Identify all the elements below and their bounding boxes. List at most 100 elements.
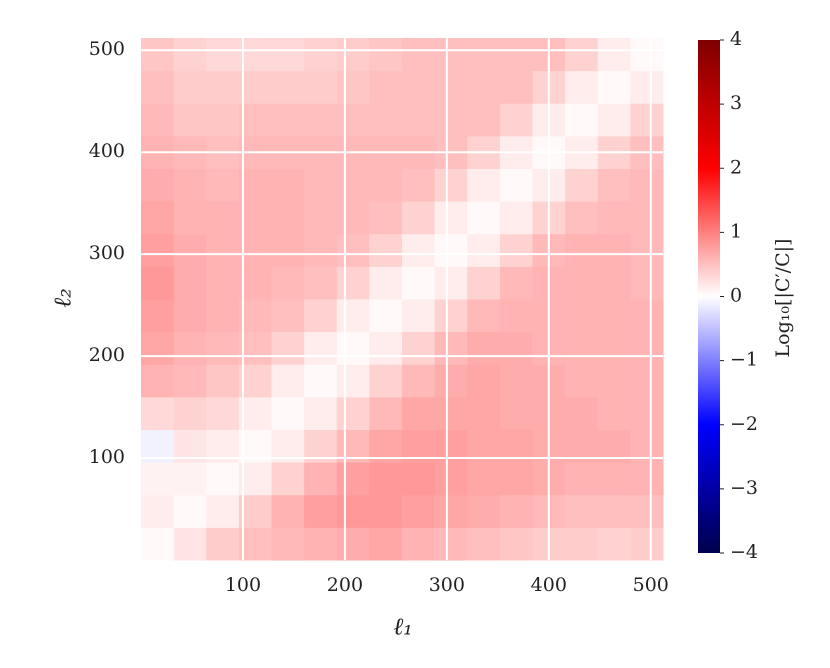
heatmap-cell <box>141 103 175 137</box>
heatmap-cell <box>141 168 175 202</box>
heatmap-cell <box>336 266 370 300</box>
heatmap-cell <box>271 364 305 398</box>
heatmap-cell <box>369 331 403 365</box>
heatmap-cell <box>630 70 664 104</box>
heatmap-cell <box>141 527 175 561</box>
heatmap-cell <box>271 266 305 300</box>
heatmap-cell <box>565 103 599 137</box>
heatmap-cell <box>630 38 664 72</box>
heatmap-cell <box>434 233 468 267</box>
heatmap-cell <box>565 396 599 430</box>
heatmap-cell <box>271 396 305 430</box>
heatmap-cell <box>630 527 664 561</box>
heatmap-cell <box>467 266 501 300</box>
heatmap-cell <box>565 364 599 398</box>
heatmap-cell <box>467 396 501 430</box>
heatmap-cell <box>565 331 599 365</box>
heatmap-cell <box>336 364 370 398</box>
heatmap-cell <box>565 38 599 72</box>
heatmap-cell <box>141 494 175 528</box>
heatmap-cell <box>467 331 501 365</box>
heatmap-cell <box>336 70 370 104</box>
heatmap-cell <box>369 70 403 104</box>
heatmap-cell <box>271 527 305 561</box>
heatmap-cell <box>238 70 272 104</box>
heatmap-cell <box>173 331 207 365</box>
heatmap-cell <box>402 38 436 72</box>
heatmap-cell <box>238 201 272 235</box>
x-tick-label: 100 <box>225 574 261 596</box>
heatmap-cell <box>369 364 403 398</box>
heatmap-cell <box>369 462 403 496</box>
x-tick-label: 500 <box>633 574 669 596</box>
y-tick-label: 100 <box>89 446 125 468</box>
heatmap-cell <box>402 201 436 235</box>
y-tick-label: 500 <box>89 38 125 60</box>
heatmap-cell <box>304 103 338 137</box>
heatmap-cell <box>336 527 370 561</box>
heatmap-cell <box>565 462 599 496</box>
heatmap-cell <box>369 233 403 267</box>
heatmap-cell <box>304 396 338 430</box>
heatmap-cell <box>238 364 272 398</box>
heatmap-cell <box>173 103 207 137</box>
heatmap-cell <box>271 103 305 137</box>
heatmap-cell <box>304 70 338 104</box>
heatmap-cell <box>206 70 240 104</box>
heatmap-cell <box>499 364 533 398</box>
heatmap-cell <box>499 494 533 528</box>
y-tick-label: 300 <box>89 242 125 264</box>
heatmap-cell <box>434 201 468 235</box>
heatmap-cell <box>271 299 305 333</box>
heatmap-cell <box>499 462 533 496</box>
y-tick-label: 200 <box>89 344 125 366</box>
heatmap-cell <box>467 299 501 333</box>
heatmap-cell <box>499 168 533 202</box>
heatmap-cell <box>467 494 501 528</box>
heatmap-cell <box>597 299 631 333</box>
heatmap-cell <box>434 331 468 365</box>
heatmap-cell <box>434 38 468 72</box>
heatmap-cell <box>304 266 338 300</box>
heatmap-cell <box>206 462 240 496</box>
heatmap-cell <box>630 396 664 430</box>
colorbar-label: Log₁₀[|C′/C|] <box>772 239 794 358</box>
heatmap-cell <box>206 168 240 202</box>
heatmap-cell <box>499 103 533 137</box>
heatmap-cell <box>630 494 664 528</box>
heatmap-cell <box>434 462 468 496</box>
colorbar-tick-label: −4 <box>730 541 758 563</box>
colorbar-tick-label: −1 <box>730 349 758 371</box>
heatmap-cell <box>402 331 436 365</box>
heatmap-cell <box>271 331 305 365</box>
heatmap-cell <box>597 103 631 137</box>
heatmap-cell <box>173 494 207 528</box>
heatmap-cell <box>467 462 501 496</box>
heatmap-cell <box>369 527 403 561</box>
heatmap-cell <box>467 168 501 202</box>
heatmap-cell <box>597 38 631 72</box>
heatmap-cell <box>565 494 599 528</box>
colorbar-tick-label: 3 <box>730 92 742 114</box>
heatmap-cell <box>173 233 207 267</box>
colorbar-tick-label: −2 <box>730 413 758 435</box>
heatmap-cell <box>336 168 370 202</box>
heatmap-cell <box>630 331 664 365</box>
heatmap-cell <box>173 462 207 496</box>
y-tick-label: 400 <box>89 140 125 162</box>
heatmap-cell <box>173 38 207 72</box>
heatmap-cell <box>336 103 370 137</box>
heatmap-cell <box>369 201 403 235</box>
heatmap-cell <box>271 168 305 202</box>
heatmap-cell <box>206 233 240 267</box>
heatmap-cell <box>206 364 240 398</box>
heatmap-cell <box>206 527 240 561</box>
heatmap-cell <box>336 396 370 430</box>
heatmap-cell <box>467 38 501 72</box>
heatmap-cell <box>304 527 338 561</box>
heatmap-cell <box>402 103 436 137</box>
heatmap-cell <box>402 266 436 300</box>
heatmap-cell <box>630 266 664 300</box>
heatmap-cell <box>434 266 468 300</box>
